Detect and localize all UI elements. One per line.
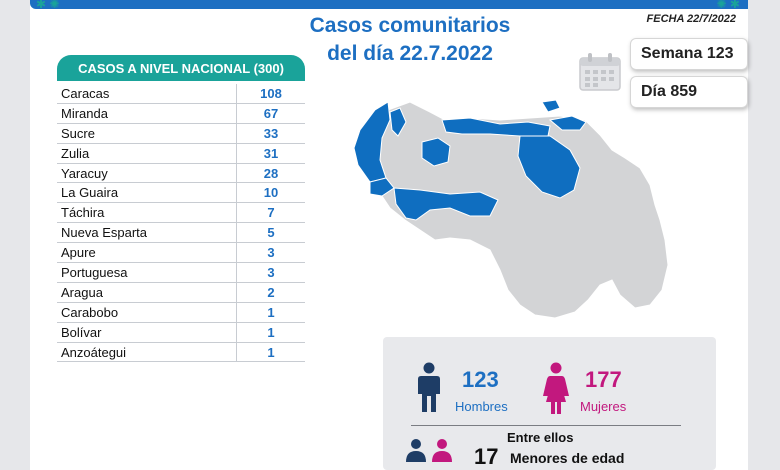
map-region-apure: [393, 187, 499, 221]
page-title: Casos comunitarios del día 22.7.2022: [300, 12, 520, 68]
day-badge: Día 859: [630, 76, 748, 108]
table-row: La Guaira 10: [57, 183, 305, 204]
woman-icon: [543, 362, 569, 414]
table-row: Portuguesa 3: [57, 263, 305, 283]
among-label: Entre ellos: [507, 430, 574, 445]
minors-count: 17: [474, 444, 499, 469]
map-region-yaracuy: [421, 137, 451, 167]
report-date: FECHA 22/7/2022: [646, 13, 736, 25]
state-name: Táchira: [57, 203, 237, 223]
man-icon: [418, 362, 440, 412]
state-cases: 28: [263, 165, 279, 181]
state-name: Caracas: [57, 84, 237, 103]
state-cases: 1: [267, 324, 275, 340]
map-region-sucre: [548, 115, 587, 131]
state-cases: 33: [263, 125, 279, 141]
panel-divider: [411, 425, 681, 426]
left-border: [0, 0, 30, 470]
table-row: Sucre 33: [57, 123, 305, 144]
table-row: Nueva Esparta 5: [57, 223, 305, 244]
table-row: Aragua 2: [57, 282, 305, 303]
women-label: Mujeres: [580, 399, 627, 414]
state-name: Bolívar: [57, 322, 237, 342]
table-row: Caracas 108: [57, 84, 305, 104]
women-count: 177: [585, 367, 622, 392]
map-region-falcon-coast: [389, 107, 407, 137]
state-name: Apure: [57, 243, 237, 263]
state-cases: 1: [267, 304, 275, 320]
map-region-nueva-esparta: [541, 99, 561, 113]
map-region-zulia: [353, 101, 391, 183]
calendar-icon: [579, 53, 621, 91]
demographics-panel: [383, 337, 716, 470]
state-cases: 31: [263, 145, 279, 161]
right-border: [748, 0, 780, 470]
state-cases: 108: [260, 86, 282, 101]
family-icon: [406, 439, 452, 462]
state-cases: 7: [267, 205, 275, 221]
state-cases: 2: [267, 284, 275, 300]
state-name: La Guaira: [57, 183, 237, 203]
table-row: Anzoátegui 1: [57, 342, 305, 363]
top-banner-strip: [30, 0, 748, 9]
title-line-1: Casos comunitarios: [309, 14, 511, 37]
cases-table-header: CASOS A NIVEL NACIONAL (300): [57, 55, 305, 81]
cases-table: Caracas 108 Miranda 67 Sucre 33 Zulia 31 Yaracuy…: [57, 84, 305, 363]
state-name: Anzoátegui: [57, 342, 237, 362]
state-name: Sucre: [57, 123, 237, 143]
state-name: Portuguesa: [57, 263, 237, 282]
table-row: Yaracuy 28: [57, 163, 305, 184]
state-name: Miranda: [57, 103, 237, 123]
title-line-2: del día 22.7.2022: [327, 42, 493, 65]
minors-label: Menores de edad: [510, 450, 625, 466]
virus-decoration-icon: ✱ ✺: [36, 0, 60, 11]
table-row: Bolívar 1: [57, 322, 305, 343]
table-row: Táchira 7: [57, 203, 305, 224]
state-name: Carabobo: [57, 302, 237, 322]
state-cases: 67: [263, 105, 279, 121]
state-cases: 5: [267, 225, 275, 241]
state-cases: 1: [267, 344, 275, 360]
state-name: Yaracuy: [57, 163, 237, 183]
state-name: Nueva Esparta: [57, 223, 237, 243]
state-cases: 3: [267, 245, 275, 261]
state-name: Aragua: [57, 282, 237, 302]
state-cases: 3: [267, 265, 275, 281]
map-region-tachira: [369, 177, 395, 197]
table-row: Apure 3: [57, 243, 305, 264]
table-row: Carabobo 1: [57, 302, 305, 323]
map-region-anzoategui: [517, 135, 581, 199]
men-label: Hombres: [455, 399, 508, 414]
virus-decoration-icon: ✺ ✱: [716, 0, 740, 11]
men-count: 123: [462, 367, 499, 392]
table-row: Zulia 31: [57, 143, 305, 164]
state-name: Zulia: [57, 143, 237, 163]
state-cases: 10: [263, 185, 279, 201]
table-row: Miranda 67: [57, 103, 305, 124]
week-badge: Semana 123: [630, 38, 748, 70]
venezuela-map: [353, 99, 669, 319]
